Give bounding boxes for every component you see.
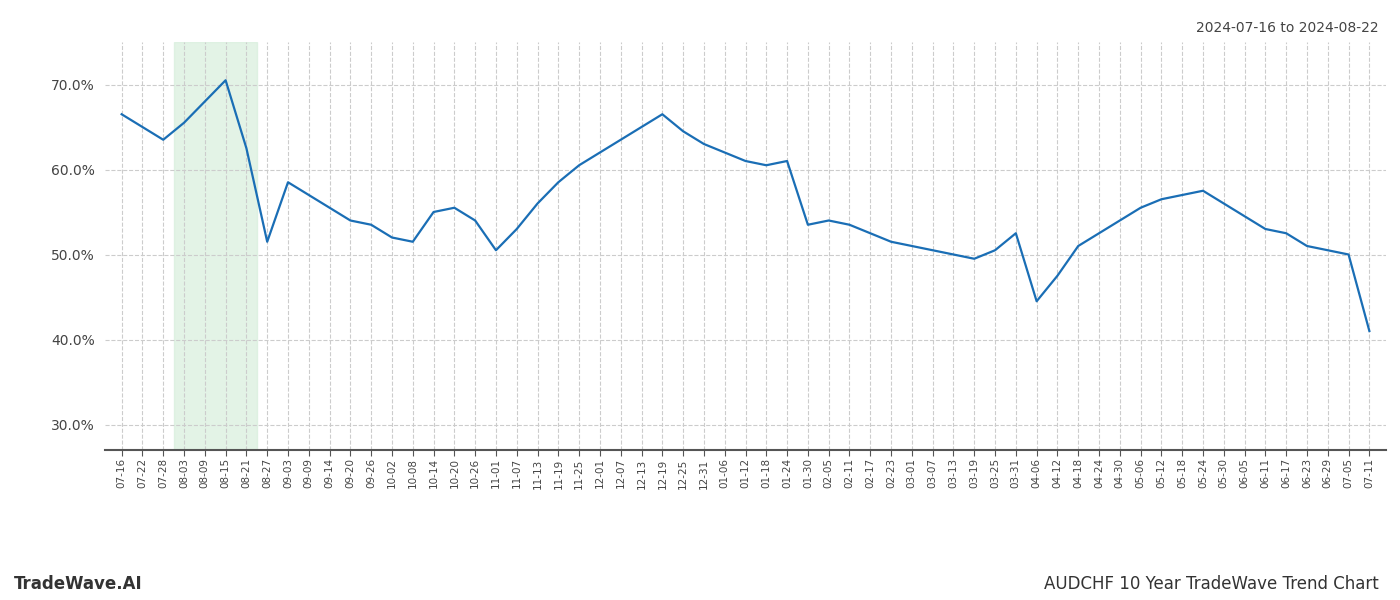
Bar: [174, 42, 256, 450]
Text: 2024-07-16 to 2024-08-22: 2024-07-16 to 2024-08-22: [1197, 21, 1379, 35]
Text: TradeWave.AI: TradeWave.AI: [14, 575, 143, 593]
Text: AUDCHF 10 Year TradeWave Trend Chart: AUDCHF 10 Year TradeWave Trend Chart: [1044, 575, 1379, 593]
